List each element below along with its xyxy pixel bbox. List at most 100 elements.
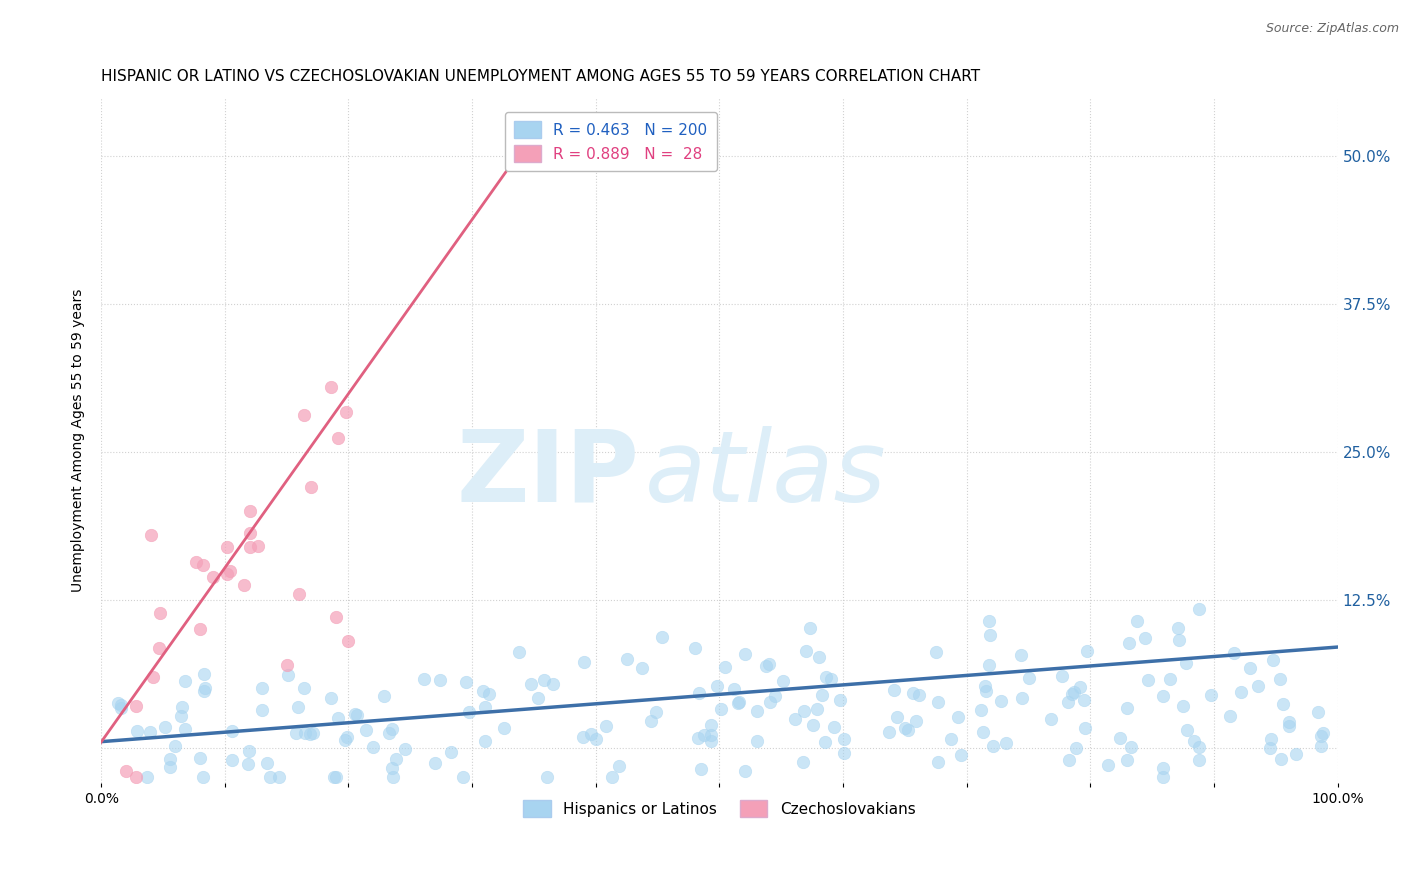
Point [941,731,963,746]
Point [159,752,181,766]
Point [1076,643,1098,657]
Point [127,723,149,738]
Point [124,770,146,784]
Point [343,707,366,722]
Point [1119,739,1142,754]
Point [616,652,638,666]
Point [706,679,728,693]
Point [215,567,238,582]
Point [454,675,477,690]
Point [700,728,723,742]
Point [413,673,436,687]
Point [1239,660,1261,674]
Point [832,746,855,760]
Point [474,734,496,748]
Point [600,770,623,784]
Point [533,673,555,688]
Point [363,739,385,754]
Point [148,641,170,656]
Point [292,681,315,695]
Point [820,672,842,686]
Point [1219,709,1241,723]
Point [294,726,316,740]
Point [492,722,515,736]
Point [440,745,463,759]
Point [335,405,357,419]
Point [124,698,146,713]
Point [1133,631,1156,645]
Point [172,699,194,714]
Point [572,655,595,669]
Point [1159,672,1181,686]
Point [1057,695,1080,709]
Point [595,719,617,733]
Point [1126,614,1149,628]
Point [429,673,451,688]
Point [381,761,404,775]
Point [1167,621,1189,635]
Point [793,705,815,719]
Point [298,727,321,741]
Point [651,630,673,644]
Point [946,709,969,723]
Point [478,688,501,702]
Point [699,734,721,748]
Point [688,686,710,700]
Point [377,726,399,740]
Point [1050,669,1073,683]
Point [758,657,780,671]
Point [886,710,908,724]
Point [974,684,997,698]
Point [823,720,845,734]
Point [710,702,733,716]
Point [745,734,768,748]
Point [927,695,949,709]
Point [1060,687,1083,701]
Point [1074,721,1097,735]
Point [191,558,214,572]
Point [977,614,1000,628]
Point [1272,697,1295,711]
Point [969,703,991,717]
Point [979,628,1001,642]
Point [325,770,347,784]
Point [284,726,307,740]
Point [1223,646,1246,660]
Point [585,732,607,747]
Text: HISPANIC OR LATINO VS CZECHOSLOVAKIAN UNEMPLOYMENT AMONG AGES 55 TO 59 YEARS COR: HISPANIC OR LATINO VS CZECHOSLOVAKIAN UN… [101,69,980,84]
Point [1263,653,1285,667]
Point [1171,698,1194,713]
Point [897,723,920,738]
Point [1066,740,1088,755]
Point [356,723,378,737]
Point [186,555,208,569]
Point [607,759,630,773]
Point [159,760,181,774]
Point [1278,719,1301,733]
Point [1182,733,1205,747]
Point [1310,739,1333,754]
Point [579,727,602,741]
Point [269,770,291,784]
Point [1097,758,1119,772]
Point [326,711,349,725]
Point [979,657,1001,672]
Point [252,703,274,717]
Point [690,762,713,776]
Point [1115,701,1137,715]
Point [1069,680,1091,694]
Point [321,690,343,705]
Point [734,764,756,778]
Point [981,739,1004,753]
Point [536,770,558,784]
Point [755,659,778,673]
Point [142,670,165,684]
Point [832,731,855,746]
Point [1136,673,1159,687]
Y-axis label: Unemployment Among Ages 55 to 59 years: Unemployment Among Ages 55 to 59 years [72,288,86,591]
Point [221,753,243,767]
Point [219,564,242,578]
Point [326,431,349,445]
Point [727,695,749,709]
Point [238,744,260,758]
